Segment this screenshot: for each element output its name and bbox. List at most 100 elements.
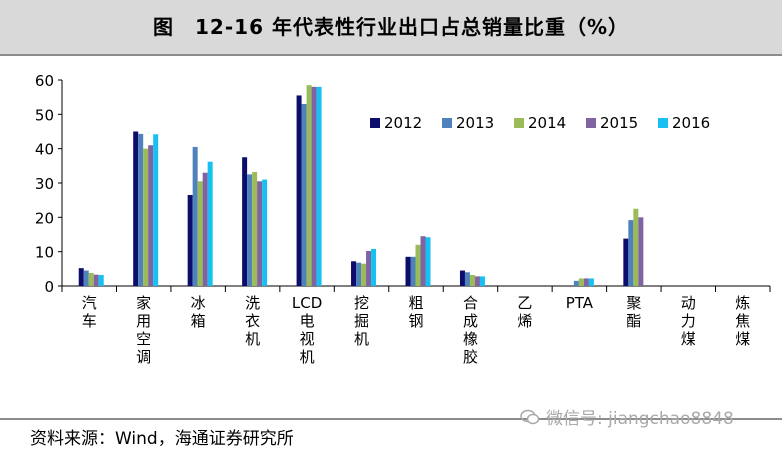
bar-2012 [242,157,248,286]
chart-title: 图 12-16 年代表性行业出口占总销量比重（%） [153,15,629,39]
bar-2012 [405,256,411,286]
bar-2015 [311,86,317,286]
bar-2013 [356,262,362,286]
x-tick-label: 掘 [354,312,369,330]
bar-2016 [207,161,213,286]
bar-2016 [153,134,159,286]
bar-2014 [415,244,421,286]
bar-2016 [98,275,104,286]
x-tick-label: 视 [300,330,315,348]
title-band [0,0,782,56]
x-tick-label: 焦 [735,312,750,330]
x-tick-label: 用 [136,312,151,330]
x-tick-label: 炼 [735,294,750,312]
bar-2014 [306,85,312,287]
bar-2015 [474,276,480,286]
x-tick-label: 粗 [408,294,423,312]
legend-swatch-2016 [658,118,668,128]
legend-swatch-2015 [586,118,596,128]
bar-2015 [257,181,263,286]
x-tick-label: LCD [292,294,322,312]
bar-2016 [425,237,431,286]
bar-2016 [316,86,322,286]
x-tick-label: 家 [136,294,151,312]
bar-2012 [351,261,357,286]
bar-2013 [301,104,307,287]
x-tick-label: 乙 [517,294,532,312]
watermark: 微信号: jiangchao8848 [520,404,734,429]
x-tick-label: 烯 [517,312,532,330]
x-tick-label: 洗 [245,294,260,312]
bar-2016 [371,248,377,286]
x-tick-label: 机 [300,348,315,366]
bar-2013 [573,280,579,286]
x-tick-label: 机 [245,330,260,348]
legend-swatch-2013 [442,118,452,128]
legend-label-2015: 2015 [600,114,638,132]
y-tick-label: 0 [44,278,54,296]
x-tick-label: 挖 [354,294,369,312]
legend-label-2014: 2014 [528,114,566,132]
legend-label-2016: 2016 [672,114,710,132]
bar-2012 [187,195,193,286]
x-tick-label: 钢 [408,312,423,330]
bar-2015 [420,236,426,286]
x-tick-label: 冰 [191,294,206,312]
x-tick-label: 调 [136,348,151,366]
x-tick-label: 动 [681,294,696,312]
x-tick-label: 汽 [82,294,97,312]
bar-2015 [583,278,589,286]
x-tick-label: 橡 [463,330,478,348]
bar-2015 [93,274,99,286]
bar-2016 [262,179,268,286]
x-tick-label: 酯 [626,312,641,330]
bar-2014 [252,172,258,286]
source-note: 资料来源：Wind，海通证券研究所 [30,429,294,449]
bar-2016 [479,276,485,286]
legend-label-2013: 2013 [456,114,494,132]
x-tick-label: 力 [681,312,696,330]
x-tick-label: 成 [463,312,478,330]
x-tick-label: 机 [354,330,369,348]
legend-swatch-2014 [514,118,524,128]
bar-2014 [197,181,203,286]
y-tick-label: 40 [35,141,54,159]
legend-label-2012: 2012 [384,114,422,132]
x-tick-label: 箱 [191,312,206,330]
bar-chart: 0102030405060汽车家用空调冰箱洗衣机LCD电视机挖掘机粗钢合成橡胶乙… [35,72,771,366]
bar-2014 [143,148,149,286]
x-tick-label: 煤 [735,330,750,348]
bar-2012 [133,131,139,286]
bar-2012 [296,95,302,286]
bar-2013 [464,272,470,286]
bar-2014 [88,272,94,286]
y-tick-label: 60 [35,72,54,90]
bar-2013 [192,146,198,286]
x-tick-label: 电 [300,312,315,330]
x-tick-label: 衣 [245,312,260,330]
legend-swatch-2012 [370,118,380,128]
watermark-text: 微信号: jiangchao8848 [546,409,734,429]
bar-2015 [366,250,372,286]
bar-2013 [138,133,144,286]
bar-2014 [633,208,639,286]
source-divider [0,418,782,420]
bar-2012 [623,238,629,286]
bar-2014 [361,263,367,286]
wechat-icon [520,409,540,424]
bar-2015 [638,217,644,286]
bar-2012 [78,268,84,286]
x-tick-label: 胶 [463,348,478,366]
bar-2013 [247,174,253,286]
bar-2014 [469,275,475,286]
bar-2014 [578,278,584,286]
y-tick-label: 30 [35,175,54,193]
bar-2013 [410,256,416,286]
x-tick-label: 空 [136,330,151,348]
bar-2013 [628,220,634,286]
x-tick-label: 车 [82,312,97,330]
x-tick-label: PTA [566,294,594,312]
bar-2015 [202,172,208,286]
bar-2012 [459,270,465,286]
bar-2016 [588,278,594,286]
